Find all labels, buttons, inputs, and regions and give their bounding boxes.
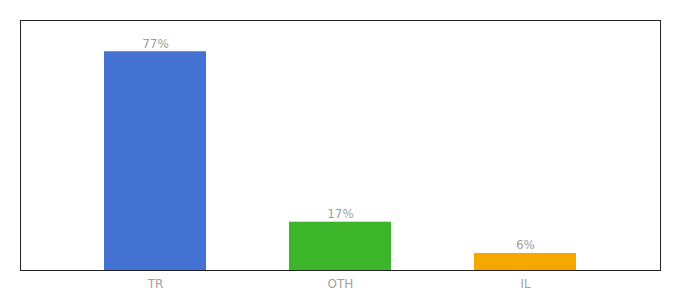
svg-text:TR: TR: [147, 277, 164, 291]
svg-text:OTH: OTH: [328, 277, 354, 291]
svg-text:17%: 17%: [327, 207, 354, 221]
svg-text:77%: 77%: [142, 37, 169, 51]
svg-text:IL: IL: [520, 277, 531, 291]
svg-text:6%: 6%: [516, 238, 535, 252]
